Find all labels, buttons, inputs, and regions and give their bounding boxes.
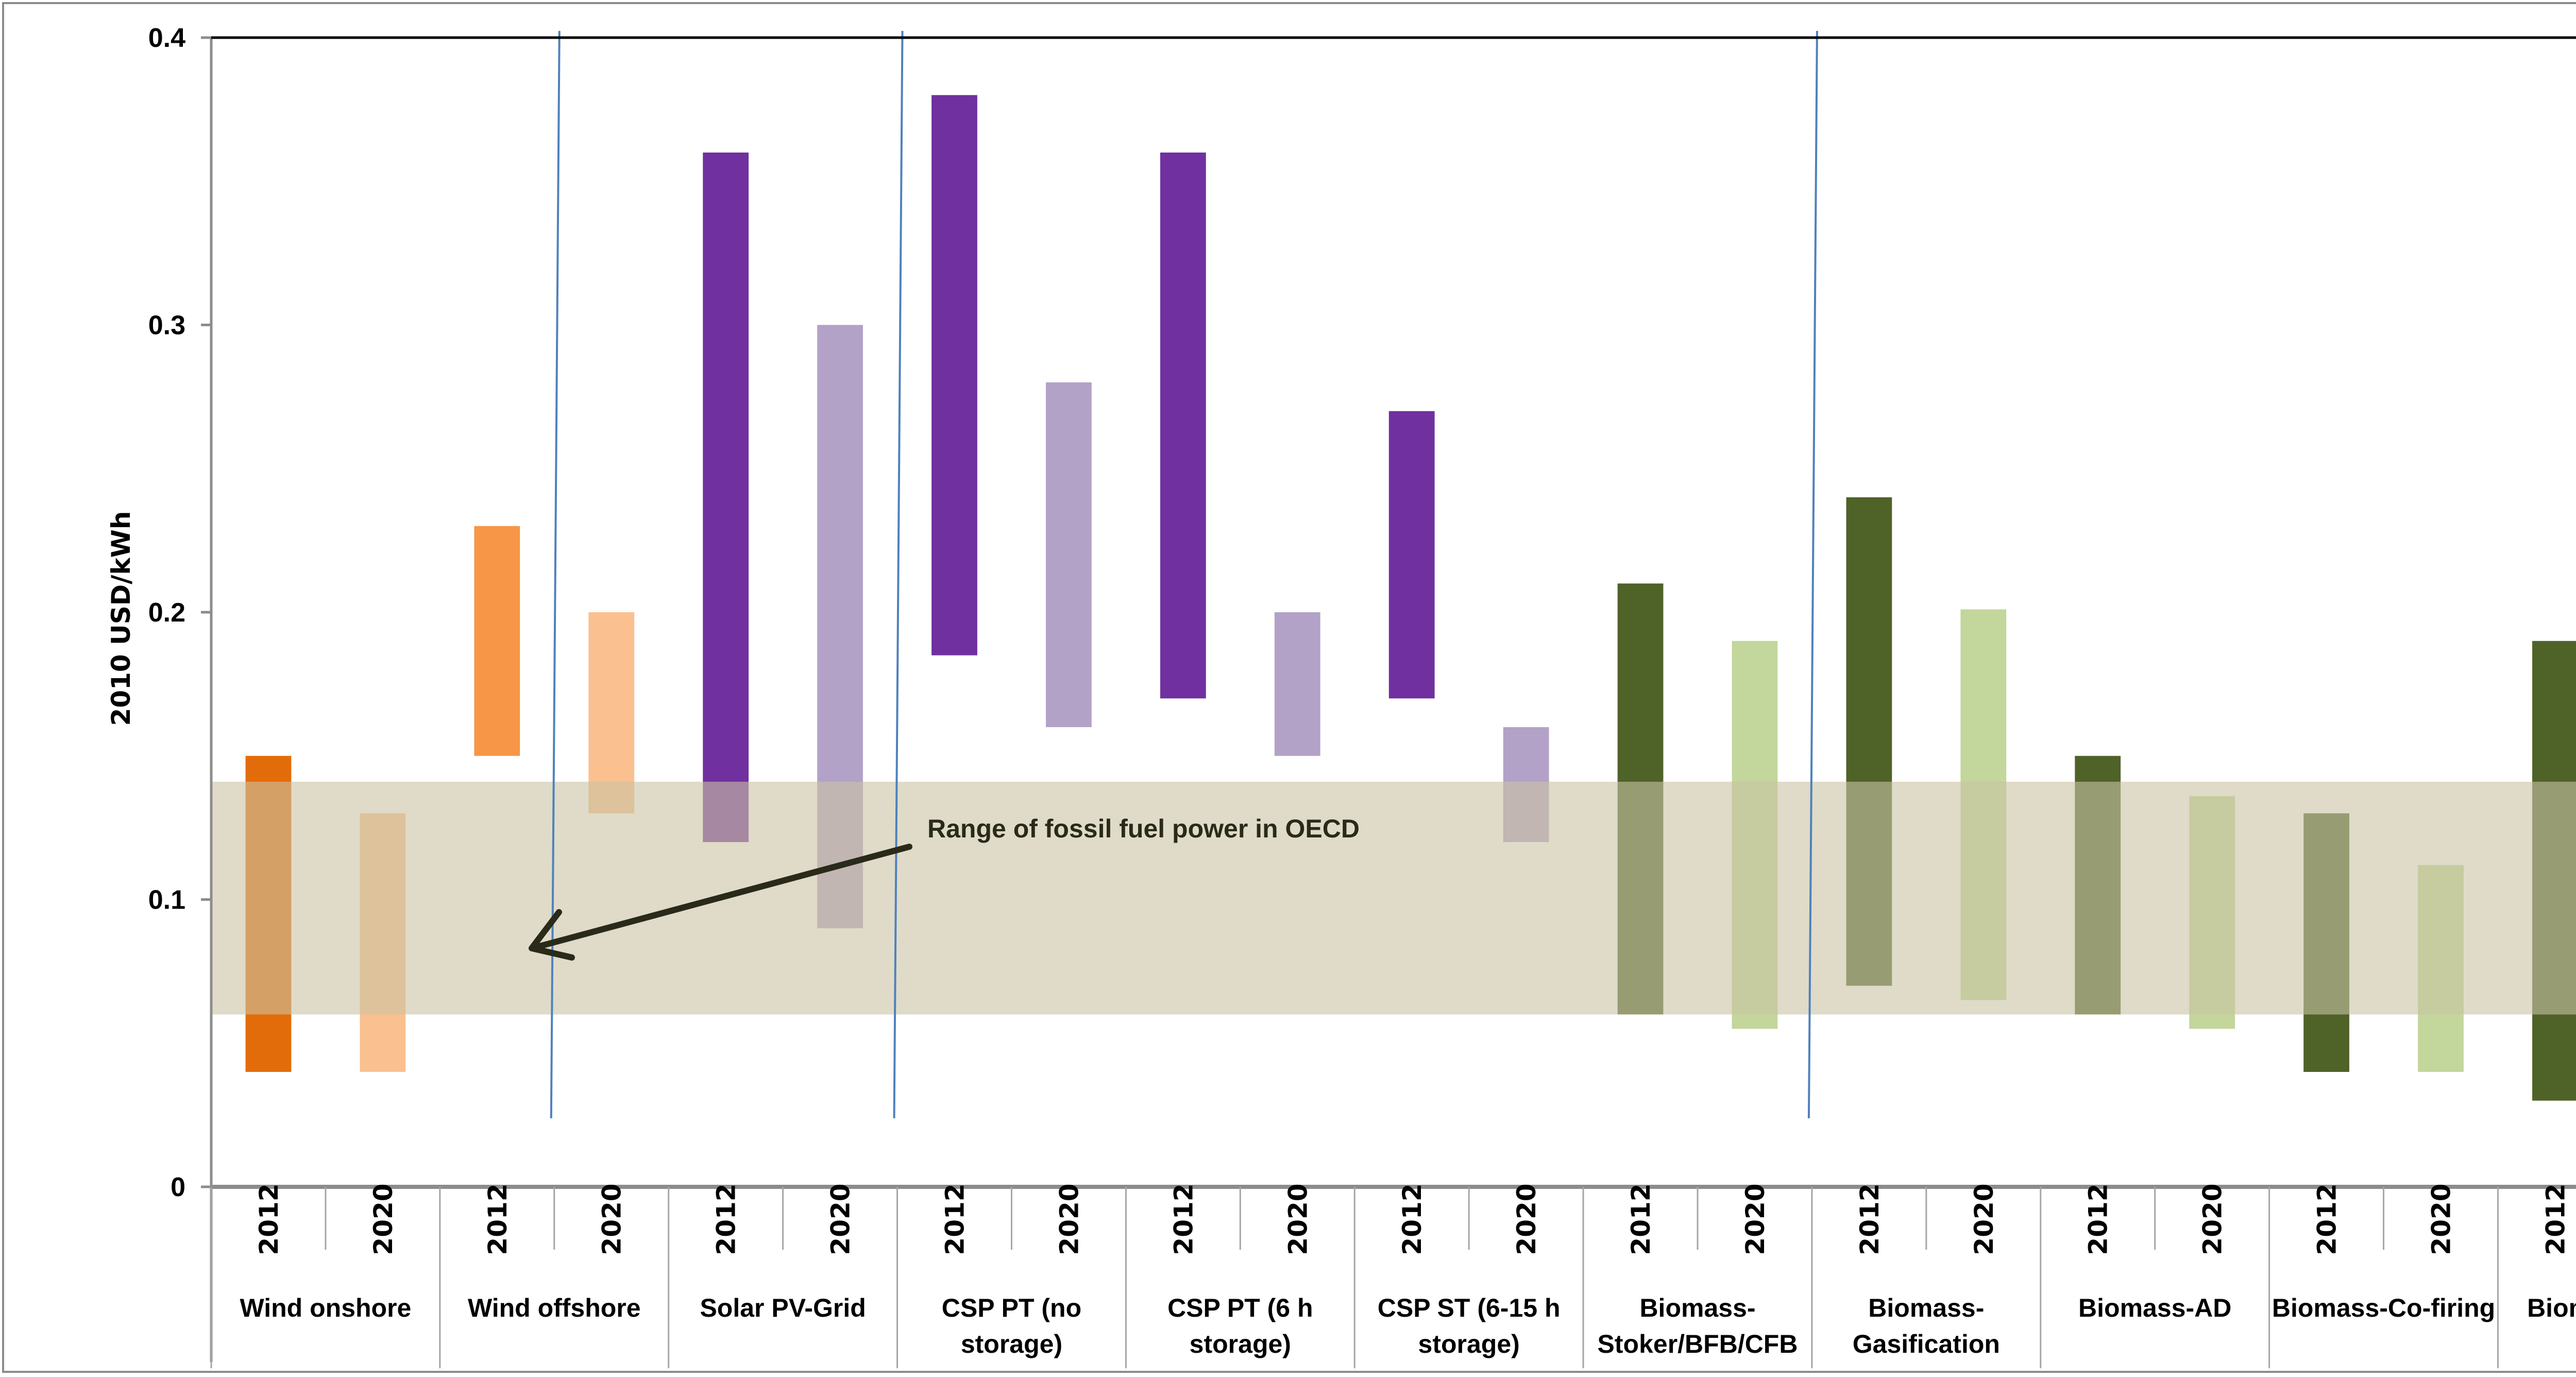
x-category-label: Stoker/BFB/CFB — [1598, 1330, 1798, 1358]
x-category-label: Wind onshore — [240, 1294, 411, 1322]
x-category-label: OECD — [2575, 1330, 2576, 1358]
x-year-label: 2012 — [1855, 1183, 1885, 1255]
x-category-label: storage) — [961, 1330, 1062, 1358]
x-year-label: 2012 — [1626, 1183, 1656, 1255]
x-category-label: Wind offshore — [468, 1294, 641, 1322]
y-tick-label: 0.4 — [148, 23, 185, 53]
group-separator-line — [550, 30, 561, 1119]
y-tick-label: 0.1 — [148, 885, 185, 915]
x-year-label: 2012 — [2083, 1183, 2113, 1255]
fossil-band-annotation: Range of fossil fuel power in OECD — [927, 814, 1360, 843]
x-category-label: Biomass- — [1639, 1294, 1755, 1322]
x-year-label: 2012 — [1397, 1183, 1427, 1255]
range-bar-4-2020 — [1046, 382, 1092, 727]
range-bar-4-2012 — [931, 95, 977, 656]
x-year-label: 2012 — [254, 1183, 284, 1255]
x-year-label: 2020 — [597, 1183, 627, 1255]
annotation-arrow-line — [533, 844, 912, 950]
y-tick-label: 0.3 — [148, 311, 185, 341]
group-separator-line — [1807, 30, 1818, 1119]
x-category-label: Biomass non- — [2527, 1294, 2576, 1322]
x-category-label: storage) — [1418, 1330, 1520, 1358]
x-year-label: 2020 — [2198, 1183, 2228, 1255]
x-year-label: 2012 — [483, 1183, 513, 1255]
x-year-label: 2020 — [1054, 1183, 1084, 1255]
x-year-label: 2012 — [1168, 1183, 1198, 1255]
range-bar-5-2020 — [1274, 612, 1320, 756]
x-category-label: storage) — [1190, 1330, 1291, 1358]
x-year-label: 2012 — [940, 1183, 970, 1255]
x-category-label: CSP ST (6-15 h — [1378, 1294, 1561, 1322]
x-year-label: 2012 — [2540, 1183, 2570, 1255]
x-year-label: 2020 — [1283, 1183, 1313, 1255]
x-year-label: 2020 — [1512, 1183, 1541, 1255]
y-tick-label: 0.2 — [148, 598, 185, 628]
range-bar-2-2020 — [588, 612, 635, 814]
range-bar-2-2012 — [474, 526, 520, 756]
range-bar-6-2012 — [1388, 411, 1435, 699]
bars-layer — [211, 95, 2576, 1101]
x-category-label: Biomass- — [1868, 1294, 1984, 1322]
y-tick-label: 0 — [171, 1172, 185, 1202]
x-category-label: Solar PV-Grid — [700, 1294, 866, 1322]
x-category-label: CSP PT (6 h — [1167, 1294, 1313, 1322]
axes-layer: 0 0.1 0.2 0.3 0.4 2012 2020 Wind onshore 2012 202… — [148, 23, 2576, 1368]
x-year-label: 2020 — [368, 1183, 398, 1255]
x-category-label: Biomass-AD — [2078, 1294, 2231, 1322]
y-axis-title: 2010 USD/kWh — [106, 511, 136, 726]
range-bar-5-2012 — [1160, 153, 1206, 699]
x-year-label: 2020 — [2427, 1183, 2456, 1255]
x-year-label: 2012 — [2312, 1183, 2342, 1255]
x-category-label: Gasification — [1853, 1330, 2000, 1358]
x-year-label: 2012 — [711, 1183, 741, 1255]
fossil-fuel-range-band — [211, 781, 2576, 1015]
x-category-label: Biomass-Co-firing — [2272, 1294, 2495, 1322]
group-separator-line — [893, 30, 904, 1119]
x-year-label: 2020 — [1740, 1183, 1770, 1255]
x-year-label: 2020 — [1969, 1183, 1999, 1255]
range-bar-3-2012 — [703, 153, 749, 842]
annotation-layer: Range of fossil fuel power in OECD — [529, 814, 1360, 961]
x-year-label: 2020 — [826, 1183, 856, 1255]
annotation-arrowhead — [529, 909, 575, 961]
x-category-label: CSP PT (no — [942, 1294, 1081, 1322]
